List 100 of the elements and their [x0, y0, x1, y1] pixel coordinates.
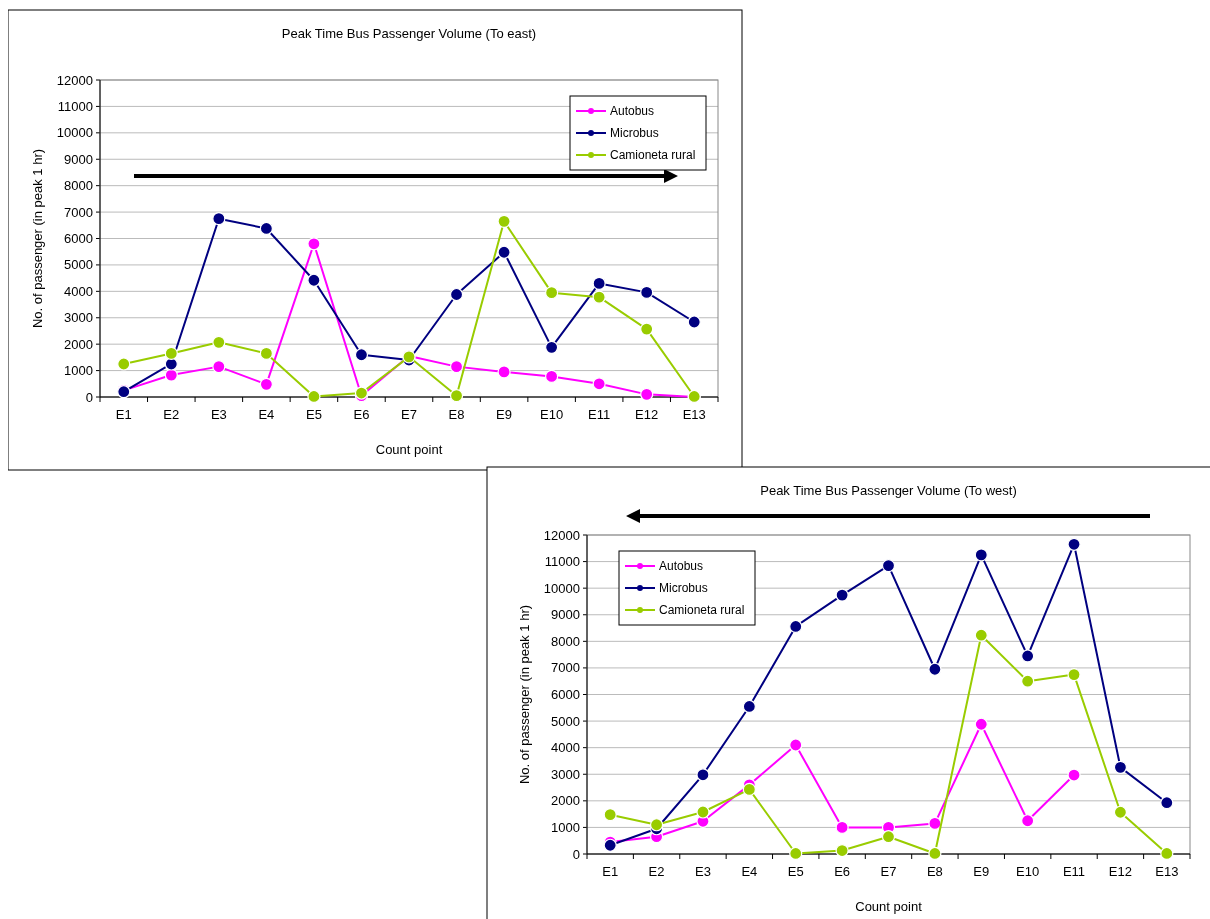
point — [649, 818, 664, 832]
y-tick-label: 1000 — [551, 819, 580, 835]
y-tick-label: 5000 — [64, 257, 93, 273]
y-tick-label: 9000 — [64, 151, 93, 167]
y-tick-label: 10000 — [543, 580, 580, 596]
point — [789, 738, 803, 752]
x-tick-label: E3 — [695, 864, 711, 879]
point — [928, 846, 942, 861]
x-tick-label: E1 — [602, 864, 619, 879]
point — [789, 846, 803, 861]
chart-title: Peak Time Bus Passenger Volume (To east) — [281, 26, 537, 41]
point — [742, 782, 756, 796]
y-tick-label: 11000 — [544, 554, 580, 570]
x-tick-label: E13 — [1155, 864, 1179, 879]
x-tick-label: E10 — [540, 407, 564, 422]
point — [497, 365, 511, 379]
y-axis-title: No. of passenger (in peak 1 hr) — [30, 148, 45, 329]
y-tick-label: 8000 — [551, 633, 580, 649]
y-tick-label: 2000 — [64, 336, 93, 352]
legend-label: Camioneta rural — [659, 603, 745, 618]
x-tick-label: E9 — [973, 864, 990, 879]
point — [449, 360, 464, 374]
point — [545, 340, 559, 354]
point — [974, 628, 988, 642]
x-tick-label: E3 — [210, 407, 227, 422]
legend-label: Microbus — [659, 581, 708, 596]
x-tick-label: E8 — [926, 864, 943, 879]
x-tick-label: E12 — [635, 407, 659, 422]
y-axis-title: No. of passenger (in peak 1 hr) — [517, 604, 532, 785]
y-tick-label: 12000 — [56, 72, 93, 88]
x-tick-label: E4 — [741, 864, 758, 879]
y-tick-label: 12000 — [543, 527, 580, 543]
point — [881, 830, 896, 844]
x-tick-label: E1 — [115, 407, 132, 422]
point — [1067, 537, 1081, 551]
point — [307, 273, 321, 287]
y-tick-label: 7000 — [551, 660, 580, 676]
x-tick-label: E11 — [1062, 864, 1086, 879]
y-tick-label: 4000 — [551, 740, 580, 756]
point — [1067, 768, 1081, 782]
y-tick-label: 10000 — [56, 125, 93, 141]
legend-label: Microbus — [610, 126, 659, 141]
x-tick-label: E5 — [787, 864, 804, 879]
legend-label: Camioneta rural — [610, 148, 696, 163]
y-tick-label: 6000 — [551, 687, 580, 703]
point — [1021, 814, 1035, 828]
y-tick-label: 11000 — [57, 98, 93, 114]
y-tick-label: 2000 — [551, 793, 580, 809]
point — [1113, 760, 1128, 774]
point — [449, 287, 464, 302]
point — [259, 221, 273, 236]
point — [497, 245, 511, 259]
point — [835, 843, 849, 858]
point — [835, 820, 849, 835]
point — [1160, 846, 1174, 861]
point — [640, 387, 654, 401]
point — [789, 619, 803, 634]
point — [1113, 805, 1128, 819]
point — [164, 368, 178, 382]
y-tick-label: 6000 — [64, 231, 93, 247]
x-tick-label: E2 — [163, 407, 180, 422]
point — [592, 276, 606, 291]
x-axis-title: Count point — [375, 442, 443, 457]
point — [592, 290, 606, 304]
point — [881, 558, 896, 573]
point — [164, 357, 178, 371]
x-tick-label: E6 — [353, 407, 370, 422]
x-tick-label: E13 — [682, 407, 706, 422]
x-tick-label: E6 — [834, 864, 851, 879]
point — [687, 315, 701, 329]
x-tick-label: E7 — [401, 407, 417, 422]
point — [974, 717, 988, 731]
x-tick-label: E8 — [448, 407, 465, 422]
legend-label: Autobus — [659, 559, 704, 574]
y-tick-label: 9000 — [551, 607, 580, 623]
point — [1021, 649, 1035, 663]
point — [545, 286, 559, 300]
x-tick-label: E5 — [305, 407, 322, 422]
x-tick-label: E10 — [1016, 864, 1040, 879]
x-tick-label: E9 — [496, 407, 513, 422]
legend-label: Autobus — [610, 104, 655, 119]
point — [696, 768, 710, 782]
x-tick-label: E4 — [258, 407, 275, 422]
y-tick-label: 3000 — [551, 766, 580, 782]
point — [449, 389, 464, 403]
point — [307, 237, 321, 251]
x-tick-label: E11 — [588, 407, 611, 422]
point — [1067, 667, 1081, 682]
point — [928, 662, 942, 676]
y-tick-label: 0 — [572, 846, 580, 862]
point — [117, 357, 131, 371]
point — [696, 805, 710, 819]
point — [212, 212, 226, 226]
point — [640, 322, 654, 336]
point — [928, 816, 942, 831]
point — [1160, 796, 1174, 810]
point — [835, 588, 849, 602]
y-tick-label: 3000 — [64, 310, 93, 326]
y-tick-label: 1000 — [64, 363, 93, 379]
point — [259, 346, 273, 361]
